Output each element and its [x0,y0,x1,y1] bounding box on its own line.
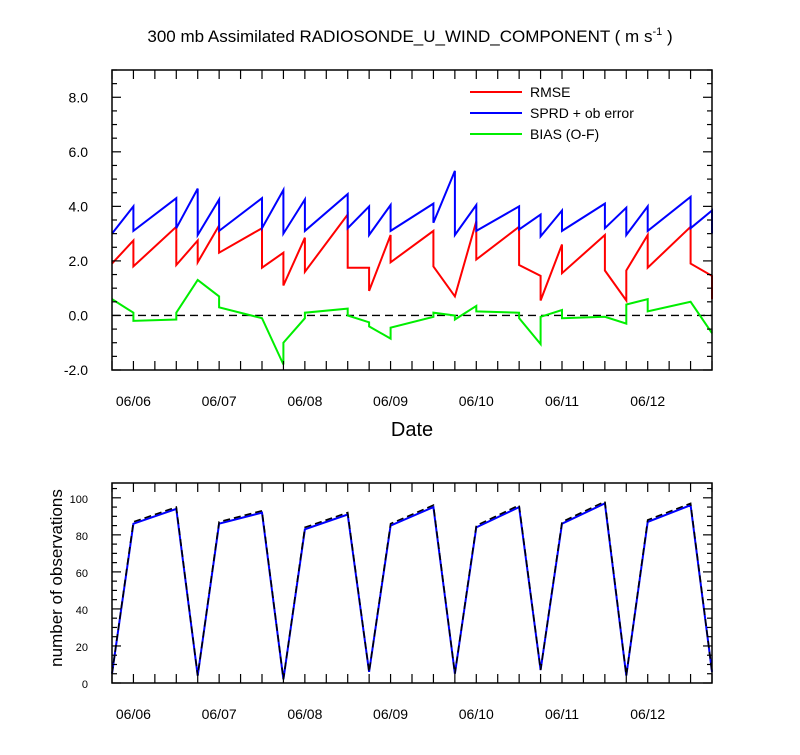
top-x-tick-label: 06/09 [373,393,408,409]
bottom-panel: 0 20 40 60 80 100 06/06 06/07 06/08 06/09 06/10 06/… [70,482,713,722]
chart-title-main: 300 mb Assimilated RADIOSONDE_U_WIND_COM… [147,27,652,46]
top-series-sprd-ob-error [111,170,713,240]
top-y-tick-label: -2.0 [64,362,88,378]
bottom-y-tick-label: 100 [70,494,88,506]
top-x-axis-label: Date [391,419,433,441]
bottom-plot-frame [111,482,713,684]
top-series-bias-o-f [111,278,713,365]
bottom-x-tick-label: 06/10 [459,706,494,722]
top-series-rmse [111,211,713,304]
bottom-x-tick-label: 06/09 [373,706,408,722]
bottom-y-tick-label: 60 [76,568,88,580]
bottom-y-tick-label: 40 [76,605,88,617]
chart-title: 300 mb Assimilated RADIOSONDE_U_WIND_COM… [147,26,672,46]
bottom-x-tick-label: 06/08 [287,706,322,722]
bottom-x-tick-label: 06/06 [116,706,151,722]
top-x-tick-label: 06/08 [287,393,322,409]
top-x-tick-label: 06/12 [630,393,665,409]
bottom-y-tick-label: 0 [82,679,88,691]
top-x-tick-label: 06/07 [202,393,237,409]
legend-label-bias-o-f: BIAS (O-F) [530,126,599,142]
bottom-x-tick-label: 06/12 [630,706,665,722]
top-y-tick-label: 0.0 [69,307,89,323]
bottom-x-tick-label: 06/11 [545,706,579,722]
bottom-series-possible-observations [111,500,713,680]
bottom-y-tick-label: 20 [76,642,88,654]
bottom-x-tick-label: 06/07 [202,706,237,722]
top-panel: -2.0 0.0 2.0 4.0 6.0 8.0 06/06 06/07 06/08 06/09 0… [64,69,713,409]
bottom-y-tick-label: 80 [76,531,88,543]
top-y-tick-label: 2.0 [69,253,89,269]
legend-label-rmse: RMSE [530,84,570,100]
top-x-tick-label: 06/06 [116,393,151,409]
top-y-tick-label: 6.0 [69,144,89,160]
top-y-tick-label: 4.0 [69,198,89,214]
chart-title-superscript: -1 [652,26,662,38]
top-x-tick-label: 06/10 [459,393,494,409]
top-x-tick-label: 06/11 [545,393,579,409]
top-y-tick-label: 8.0 [69,89,89,105]
chart-title-end: ) [662,27,672,46]
legend-label-sprd-ob-error: SPRD + ob error [530,105,634,121]
legend: RMSE SPRD + ob error BIAS (O-F) [470,84,634,142]
bottom-series-assimilated-observations [111,501,713,680]
bottom-y-axis-label: number of observations [47,489,66,667]
